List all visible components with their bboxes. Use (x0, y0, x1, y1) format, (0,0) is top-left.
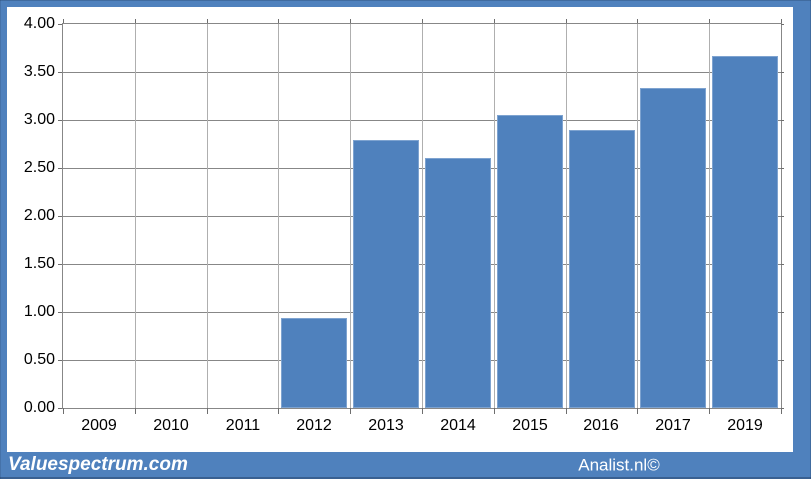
x-axis-tick-top (637, 19, 638, 23)
x-axis-tick (494, 408, 495, 414)
x-tick-label: 2015 (512, 417, 548, 434)
bar-2017 (640, 88, 706, 408)
y-axis-tick-right (781, 360, 784, 361)
x-axis-tick-top (135, 19, 136, 23)
bar-2016 (569, 130, 635, 408)
gridline-vertical (422, 24, 423, 408)
gridline-vertical (566, 24, 567, 408)
x-axis-tick-top (350, 19, 351, 23)
x-axis-tick-top (781, 19, 782, 23)
y-tick-label: 1.50 (23, 255, 55, 272)
y-axis-tick (58, 264, 62, 265)
y-axis-tick (58, 168, 62, 169)
bar-2015 (497, 115, 563, 408)
gridline-vertical (494, 24, 495, 408)
analist-credit-text: Analist.nl© (578, 455, 660, 475)
y-axis-tick (58, 120, 62, 121)
y-axis-tick-right (781, 168, 784, 169)
y-axis-tick (58, 24, 62, 25)
gridline-vertical (207, 24, 208, 408)
gridline-vertical (350, 24, 351, 408)
x-axis-tick-top (709, 19, 710, 23)
gridline-vertical (278, 24, 279, 408)
branding-strip: Valuespectrum.com Analist.nl© (0, 452, 811, 479)
plot-area (58, 19, 784, 414)
x-tick-label: 2016 (583, 417, 619, 434)
y-axis-tick (58, 360, 62, 361)
gridline-vertical (637, 24, 638, 408)
x-axis-tick (709, 408, 710, 414)
x-tick-label: 2009 (81, 417, 117, 434)
y-axis-tick-right (781, 216, 784, 217)
y-tick-label: 2.00 (23, 207, 55, 224)
y-axis-tick-right (781, 408, 784, 409)
bar-2014 (425, 158, 491, 408)
x-axis-tick (637, 408, 638, 414)
y-axis-tick (58, 408, 62, 409)
x-axis-tick (135, 408, 136, 414)
x-axis-tick (278, 408, 279, 414)
y-axis-tick-right (781, 24, 784, 25)
y-axis-tick (58, 72, 62, 73)
y-tick-label: 0.50 (23, 351, 55, 368)
y-axis-tick-right (781, 120, 784, 121)
x-axis-tick (350, 408, 351, 414)
x-axis-tick (781, 408, 782, 414)
x-axis-tick (422, 408, 423, 414)
x-axis-tick-top (566, 19, 567, 23)
gridline-vertical (135, 24, 136, 408)
y-axis-tick-right (781, 264, 784, 265)
bar-2013 (353, 140, 419, 408)
y-axis-tick-right (781, 312, 784, 313)
gridline-vertical (709, 24, 710, 408)
x-axis-tick-top (422, 19, 423, 23)
x-tick-label: 2010 (153, 417, 189, 434)
chart-canvas: 0.00 0.50 1.00 1.50 2.00 2.50 3.00 3.50 4.00 200… (7, 7, 793, 452)
x-tick-label: 2013 (368, 417, 404, 434)
x-axis-tick-top (494, 19, 495, 23)
x-tick-label: 2014 (440, 417, 476, 434)
x-tick-label: 2012 (296, 417, 332, 434)
x-axis-tick (63, 408, 64, 414)
x-tick-label: 2019 (727, 417, 763, 434)
y-tick-label: 4.00 (23, 15, 55, 32)
bar-2019 (712, 56, 778, 408)
x-axis-tick-top (207, 19, 208, 23)
y-tick-label: 1.00 (23, 303, 55, 320)
x-tick-label: 2011 (225, 417, 261, 434)
y-axis-tick (58, 216, 62, 217)
x-axis-tick (207, 408, 208, 414)
y-tick-label: 2.50 (23, 159, 55, 176)
x-axis-tick (566, 408, 567, 414)
x-tick-label: 2017 (655, 417, 691, 434)
valuespectrum-logo-text: Valuespectrum.com (8, 453, 188, 475)
bar-2012 (281, 318, 347, 408)
y-tick-label: 3.00 (23, 111, 55, 128)
y-tick-label: 0.00 (23, 399, 55, 416)
y-axis-tick (58, 312, 62, 313)
x-axis-tick-top (278, 19, 279, 23)
x-axis-tick-top (63, 19, 64, 23)
y-tick-label: 3.50 (23, 63, 55, 80)
y-axis-tick-right (781, 72, 784, 73)
